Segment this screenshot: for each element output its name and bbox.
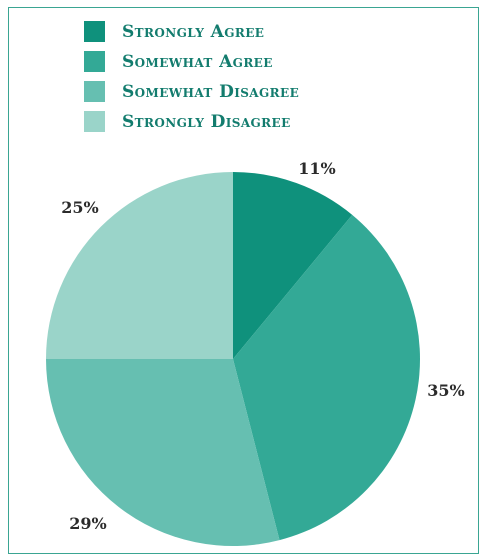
data-label-strongly-agree: 11% [298,159,335,178]
legend-label-strongly-agree: Strongly Agree [122,22,265,42]
data-label-somewhat-agree: 35% [427,381,464,400]
legend-swatch-somewhat-disagree [84,81,105,102]
legend-swatch-strongly-disagree [84,111,105,132]
data-label-strongly-disagree: 25% [61,198,98,217]
legend-label-strongly-disagree: Strongly Disagree [122,112,291,132]
pie-slice-strongly-agree [233,172,353,359]
legend-swatch-somewhat-agree [84,51,105,72]
legend-label-somewhat-disagree: Somewhat Disagree [122,82,300,102]
data-label-somewhat-disagree: 29% [69,514,106,533]
pie-slice-somewhat-agree [233,214,421,541]
pie-slice-strongly-disagree [46,172,233,359]
legend-swatch-strongly-agree [84,21,105,42]
pie-slice-somewhat-disagree [46,359,280,546]
legend-label-somewhat-agree: Somewhat Agree [122,52,273,72]
